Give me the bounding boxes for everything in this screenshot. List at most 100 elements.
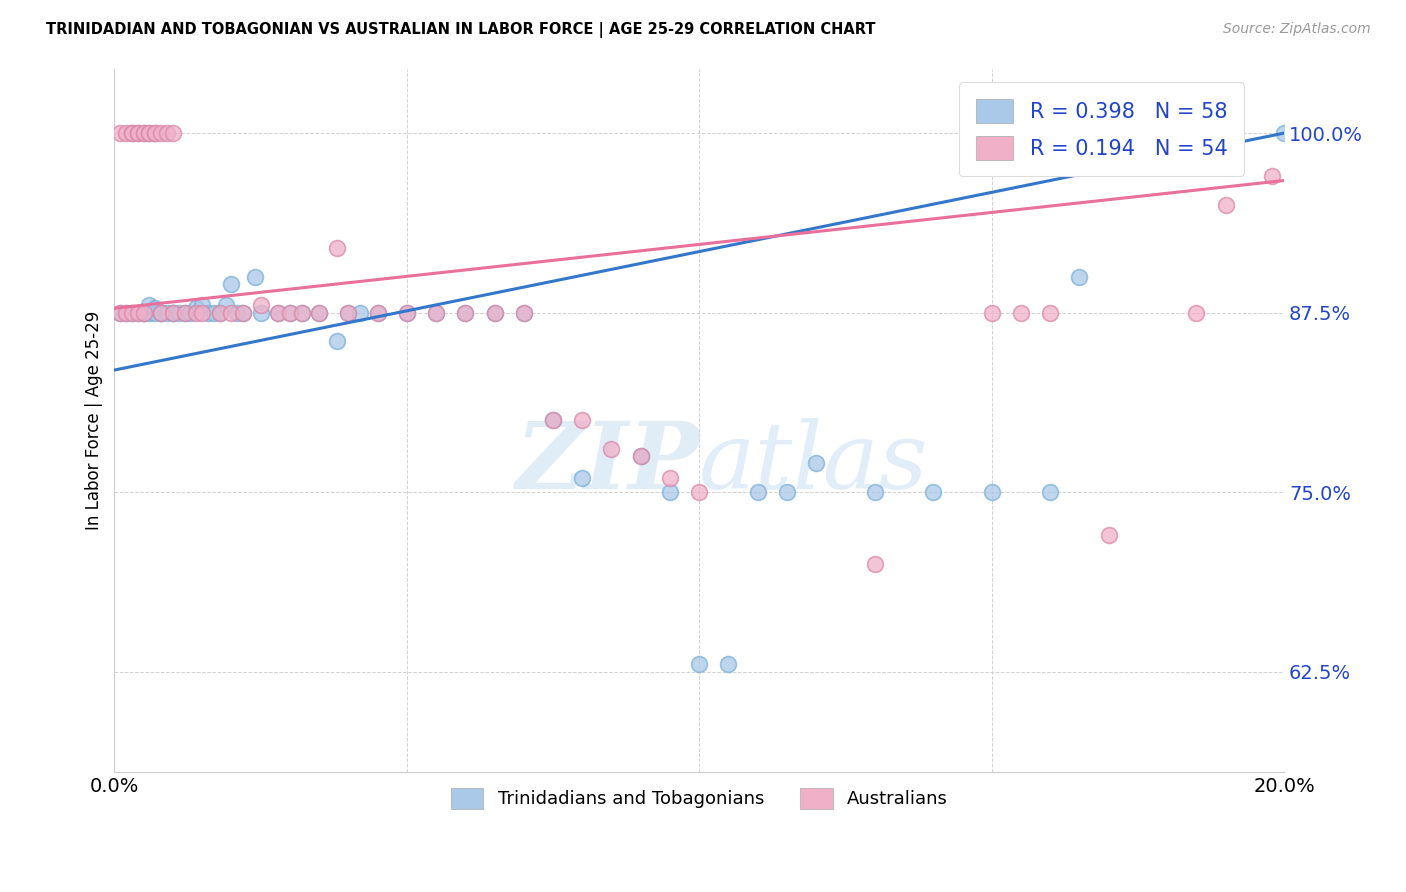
Point	[232, 305, 254, 319]
Point	[132, 126, 155, 140]
Text: Source: ZipAtlas.com: Source: ZipAtlas.com	[1223, 22, 1371, 37]
Point	[980, 305, 1002, 319]
Point	[121, 305, 143, 319]
Point	[162, 126, 184, 140]
Point	[179, 305, 201, 319]
Point	[186, 305, 208, 319]
Point	[121, 126, 143, 140]
Point	[337, 305, 360, 319]
Point	[208, 305, 231, 319]
Point	[162, 305, 184, 319]
Point	[162, 305, 184, 319]
Text: TRINIDADIAN AND TOBAGONIAN VS AUSTRALIAN IN LABOR FORCE | AGE 25-29 CORRELATION : TRINIDADIAN AND TOBAGONIAN VS AUSTRALIAN…	[46, 22, 876, 38]
Point	[425, 305, 447, 319]
Point	[232, 305, 254, 319]
Point	[121, 126, 143, 140]
Point	[243, 269, 266, 284]
Y-axis label: In Labor Force | Age 25-29: In Labor Force | Age 25-29	[86, 310, 103, 530]
Point	[249, 298, 271, 312]
Point	[110, 305, 132, 319]
Point	[395, 305, 418, 319]
Point	[173, 305, 195, 319]
Point	[167, 305, 190, 319]
Point	[1185, 305, 1208, 319]
Point	[143, 126, 166, 140]
Point	[630, 449, 652, 463]
Point	[395, 305, 418, 319]
Point	[747, 485, 769, 500]
Point	[659, 471, 682, 485]
Point	[132, 305, 155, 319]
Point	[1215, 198, 1237, 212]
Point	[513, 305, 536, 319]
Point	[1010, 305, 1032, 319]
Point	[121, 305, 143, 319]
Point	[156, 305, 179, 319]
Point	[221, 305, 243, 319]
Point	[1039, 485, 1062, 500]
Point	[115, 305, 138, 319]
Point	[688, 485, 710, 500]
Point	[132, 305, 155, 319]
Point	[191, 305, 214, 319]
Point	[150, 305, 173, 319]
Point	[325, 334, 347, 349]
Legend: Trinidadians and Tobagonians, Australians: Trinidadians and Tobagonians, Australian…	[443, 780, 955, 816]
Point	[110, 126, 132, 140]
Point	[208, 305, 231, 319]
Point	[290, 305, 312, 319]
Point	[138, 305, 160, 319]
Point	[132, 305, 155, 319]
Point	[454, 305, 477, 319]
Point	[221, 277, 243, 291]
Point	[717, 657, 740, 672]
Point	[980, 485, 1002, 500]
Point	[863, 485, 886, 500]
Point	[267, 305, 290, 319]
Point	[571, 413, 593, 427]
Point	[863, 557, 886, 571]
Point	[138, 126, 160, 140]
Point	[143, 301, 166, 316]
Point	[325, 241, 347, 255]
Point	[115, 126, 138, 140]
Point	[600, 442, 623, 456]
Point	[214, 298, 236, 312]
Point	[127, 126, 149, 140]
Point	[1069, 269, 1091, 284]
Point	[127, 305, 149, 319]
Point	[804, 456, 827, 470]
Point	[659, 485, 682, 500]
Point	[150, 305, 173, 319]
Point	[115, 305, 138, 319]
Point	[267, 305, 290, 319]
Point	[541, 413, 564, 427]
Point	[688, 657, 710, 672]
Point	[1272, 126, 1295, 140]
Point	[630, 449, 652, 463]
Point	[132, 126, 155, 140]
Point	[202, 305, 225, 319]
Text: atlas: atlas	[699, 417, 929, 508]
Point	[156, 126, 179, 140]
Point	[278, 305, 301, 319]
Point	[138, 298, 160, 312]
Text: ZIP: ZIP	[515, 417, 699, 508]
Point	[922, 485, 945, 500]
Point	[308, 305, 330, 319]
Point	[226, 305, 249, 319]
Point	[110, 305, 132, 319]
Point	[776, 485, 799, 500]
Point	[127, 305, 149, 319]
Point	[454, 305, 477, 319]
Point	[484, 305, 506, 319]
Point	[541, 413, 564, 427]
Point	[143, 305, 166, 319]
Point	[290, 305, 312, 319]
Point	[1097, 528, 1119, 542]
Point	[367, 305, 389, 319]
Point	[162, 305, 184, 319]
Point	[143, 126, 166, 140]
Point	[425, 305, 447, 319]
Point	[1039, 305, 1062, 319]
